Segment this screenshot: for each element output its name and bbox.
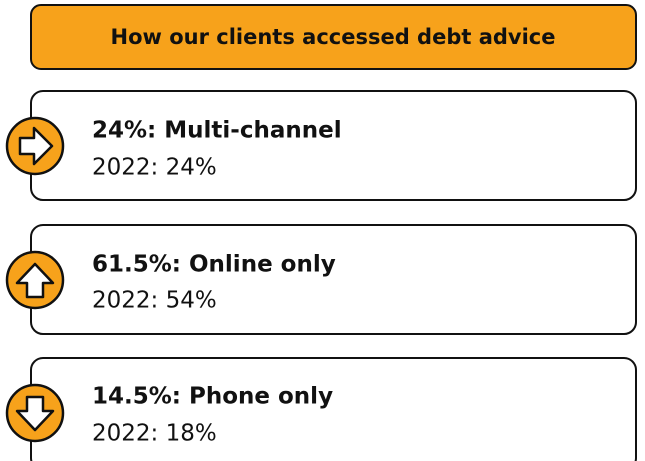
- arrow-up: [15, 262, 55, 299]
- arrow-right: [18, 126, 54, 166]
- card-box: [30, 224, 637, 335]
- item-previous: 2022: 54%: [92, 288, 217, 314]
- card: 24%: Multi-channel 2022: 24%: [5, 90, 637, 201]
- item-previous: 2022: 24%: [92, 155, 217, 181]
- card-box: [30, 90, 637, 201]
- arrow-down: [15, 395, 55, 432]
- card: 61.5%: Online only 2022: 54%: [5, 224, 637, 335]
- item-label: 24%: Multi-channel: [92, 118, 342, 144]
- item-label: 14.5%: Phone only: [92, 384, 333, 410]
- item-label: 61.5%: Online only: [92, 252, 336, 278]
- card: 14.5%: Phone only 2022: 18%: [5, 357, 637, 461]
- item-previous: 2022: 18%: [92, 421, 217, 447]
- title: How our clients accessed debt advice: [111, 25, 556, 49]
- title-box: [30, 4, 637, 70]
